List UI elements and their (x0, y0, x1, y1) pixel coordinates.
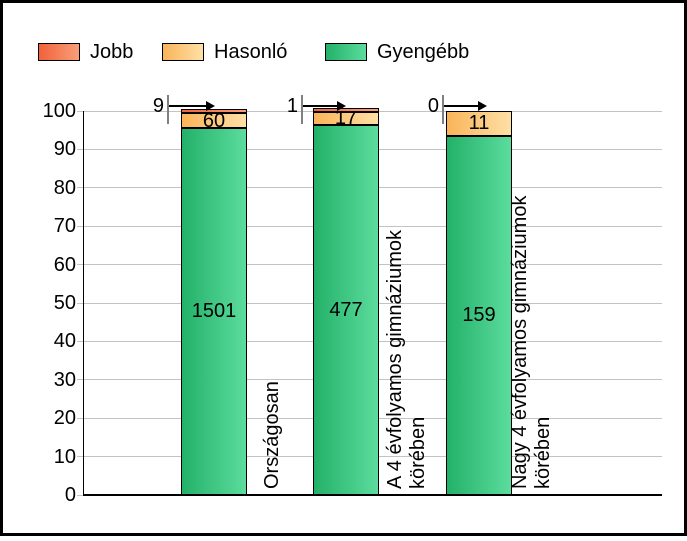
y-axis-tick-label: 0 (64, 484, 76, 506)
y-axis-tick-label: 40 (53, 330, 76, 353)
x-axis-category-label: Nagy 4 évfolyamos gimnáziumok körében (509, 195, 554, 489)
annotation-value-label: 1 (286, 95, 298, 117)
annotation-tick (167, 95, 169, 124)
bar-segment-hasonlo (446, 111, 512, 136)
y-axis-tick-label: 80 (53, 176, 76, 199)
y-axis-tick-label: 10 (53, 445, 76, 468)
annotation-arrow-icon (478, 101, 487, 111)
annotation-value-label: 0 (427, 95, 439, 117)
x-axis-category-label: A 4 évfolyamos gimnáziumok körében (384, 229, 429, 489)
y-axis-tick-label: 20 (53, 407, 76, 430)
y-axis-line (83, 111, 84, 496)
legend-label-hasonlo: Hasonló (214, 41, 288, 63)
y-axis-tick-label: 30 (53, 368, 76, 391)
y-axis-tick-label: 60 (53, 253, 76, 276)
bar-segment-jobb (313, 107, 379, 112)
x-axis-line (83, 494, 662, 496)
annotation-arrow-line (169, 105, 207, 107)
legend-swatch-jobb-icon (38, 43, 80, 61)
y-axis-tick-label: 70 (53, 215, 76, 238)
legend-label-jobb: Jobb (90, 41, 134, 63)
y-axis-tick-label: 50 (53, 292, 76, 314)
annotation-arrow-line (303, 105, 338, 107)
bar-segment-hasonlo (181, 113, 247, 128)
legend-swatch-gyengebb-icon (325, 43, 367, 61)
bar-segment-gyengebb (313, 124, 379, 495)
annotation-arrow-line (444, 105, 479, 107)
bar-segment-value-label: 159 (462, 304, 496, 327)
annotation-tick (301, 95, 303, 124)
bar-segment-gyengebb (446, 135, 512, 495)
annotation-tick (442, 95, 444, 124)
annotation-arrow-icon (206, 101, 215, 111)
annotation-arrow-icon (337, 101, 346, 111)
bar-segment-value-label: 17 (334, 107, 358, 130)
bar-segment-value-label: 60 (202, 109, 226, 132)
x-axis-category-label: Országosan (261, 381, 283, 489)
bar-segment-value-label: 477 (329, 298, 363, 321)
legend-swatch-hasonlo-icon (162, 43, 204, 61)
y-axis-tick-label: 100 (42, 100, 76, 122)
bar-segment-gyengebb (181, 127, 247, 495)
bar-segment-value-label: 11 (468, 112, 490, 135)
annotation-value-label: 9 (152, 95, 164, 117)
bar-segment-hasonlo (313, 111, 379, 125)
y-axis-tick-label: 90 (53, 138, 76, 161)
legend-label-gyengebb: Gyengébb (377, 41, 470, 63)
bar-segment-value-label: 1501 (191, 300, 237, 323)
